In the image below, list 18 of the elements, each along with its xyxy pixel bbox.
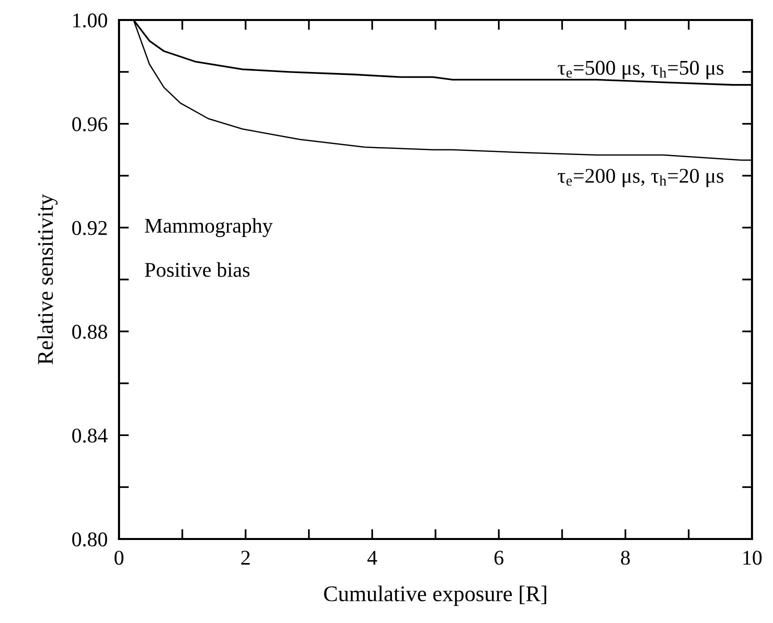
annotation: Positive bias bbox=[144, 262, 250, 277]
y-tick-label: 0.80 bbox=[72, 532, 108, 547]
y-tick-label: 0.96 bbox=[72, 117, 108, 132]
y-tick-label: 0.84 bbox=[72, 428, 108, 443]
y-tick-label: 1.00 bbox=[73, 13, 108, 28]
x-tick-label: 6 bbox=[494, 550, 504, 565]
x-tick-label: 8 bbox=[620, 550, 630, 565]
x-tick-label: 10 bbox=[743, 550, 762, 565]
x-tick-label: 0 bbox=[114, 550, 124, 565]
x-axis-title: Cumulative exposure [R] bbox=[324, 586, 546, 606]
y-tick-label: 0.92 bbox=[72, 220, 107, 236]
annotation: Mammography bbox=[144, 218, 273, 238]
x-tick-label: 4 bbox=[367, 550, 378, 565]
y-axis-title: Relative sensitivity bbox=[37, 194, 58, 364]
y-tick-label: 0.88 bbox=[72, 324, 108, 339]
legend-label: τ$_{e}$=500 μs, τ$_{h}$=50 μs bbox=[558, 60, 724, 80]
x-tick-label: 2 bbox=[241, 550, 250, 565]
legend-label: τ$_{e}$=200 μs, τ$_{h}$=20 μs bbox=[558, 168, 724, 188]
